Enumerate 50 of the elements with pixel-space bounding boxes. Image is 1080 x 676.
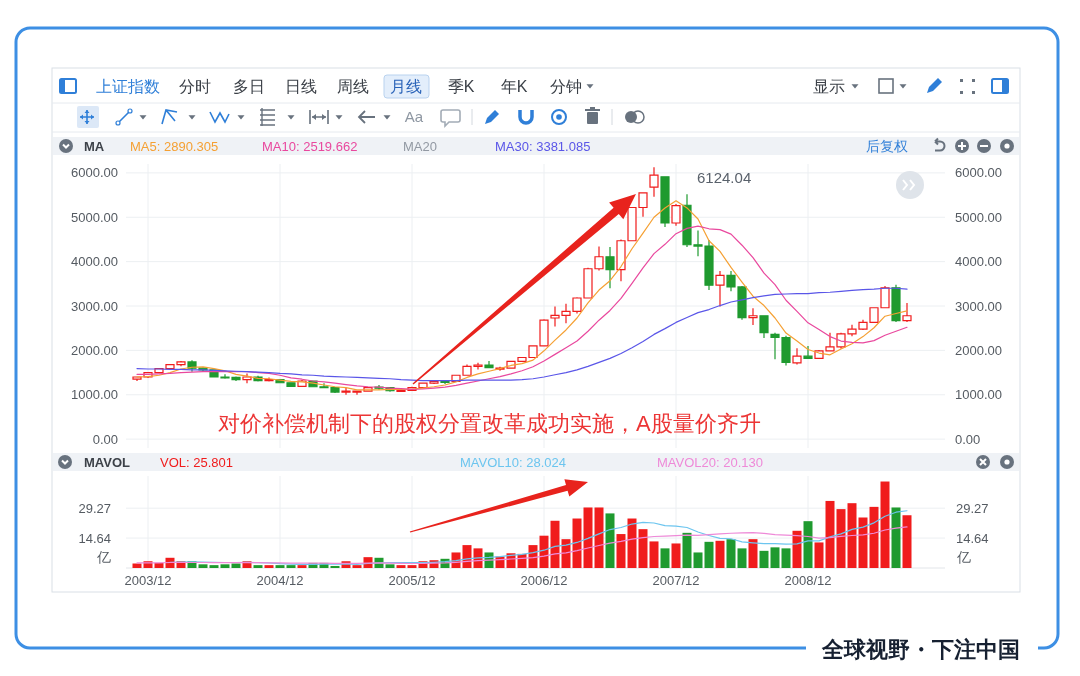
y-axis-title: 亿 <box>96 549 111 565</box>
y2-tick-label: 0.00 <box>955 431 981 447</box>
y-tick-label: 4000.00 <box>71 254 118 270</box>
y2-tick-label: 3000.00 <box>955 298 1002 314</box>
y2-tick-label: 29.27 <box>956 500 989 516</box>
text: MA5: 2890.305 <box>130 138 219 154</box>
text: 分时 <box>179 78 211 95</box>
chart-title: 上证指数 <box>96 78 160 95</box>
x-tick-label: 2007/12 <box>652 573 700 588</box>
y2-tick-label: 14.64 <box>956 530 989 546</box>
x-tick-label: 2005/12 <box>388 573 436 588</box>
y2-tick-label: 5000.00 <box>955 209 1002 225</box>
text: 周线 <box>337 78 369 95</box>
y-tick-label: 6000.00 <box>71 165 118 181</box>
text: MA <box>84 139 105 154</box>
x-tick-label: 2003/12 <box>124 573 172 588</box>
text: MA10: 2519.662 <box>262 138 358 154</box>
text: 日线 <box>285 78 317 95</box>
text: 显示 <box>813 78 845 95</box>
y-tick-label: 2000.00 <box>71 342 118 358</box>
y2-tick-label: 1000.00 <box>955 387 1002 403</box>
y-tick-label: 1000.00 <box>71 387 118 403</box>
y-tick-label: 3000.00 <box>71 298 118 314</box>
text: VOL: 25.801 <box>160 454 233 470</box>
text: 全球视野・下注中国 <box>821 637 1020 662</box>
text: 多日 <box>233 78 265 95</box>
text: 后复权 <box>866 138 908 154</box>
text: 年K <box>500 78 528 95</box>
x-tick-label: 2006/12 <box>520 573 568 588</box>
y-tick-label: 5000.00 <box>71 209 118 225</box>
annotation: 6124.04 <box>697 169 752 186</box>
text: MAVOL20: 20.130 <box>657 454 763 470</box>
text: MA30: 3381.085 <box>495 138 591 154</box>
y2-tick-label: 6000.00 <box>955 165 1002 181</box>
text: MAVOL10: 28.024 <box>460 454 566 470</box>
annotation: 对价补偿机制下的股权分置改革成功实施，A股量价齐升 <box>218 411 761 436</box>
text: 季K <box>447 78 475 95</box>
text: 分钟 <box>550 78 582 95</box>
y-tick-label: 29.27 <box>78 500 111 516</box>
text: MAVOL <box>84 455 131 470</box>
x-tick-label: 2008/12 <box>784 573 832 588</box>
y2-tick-label: 4000.00 <box>955 254 1002 270</box>
text: Aa <box>404 108 424 125</box>
y-tick-label: 0.00 <box>92 431 118 447</box>
y2-axis-title: 亿 <box>956 549 971 565</box>
y-tick-label: 14.64 <box>78 530 111 546</box>
x-tick-label: 2004/12 <box>256 573 304 588</box>
text: 月线 <box>390 78 422 95</box>
text: MA20 <box>403 139 437 154</box>
y2-tick-label: 2000.00 <box>955 342 1002 358</box>
